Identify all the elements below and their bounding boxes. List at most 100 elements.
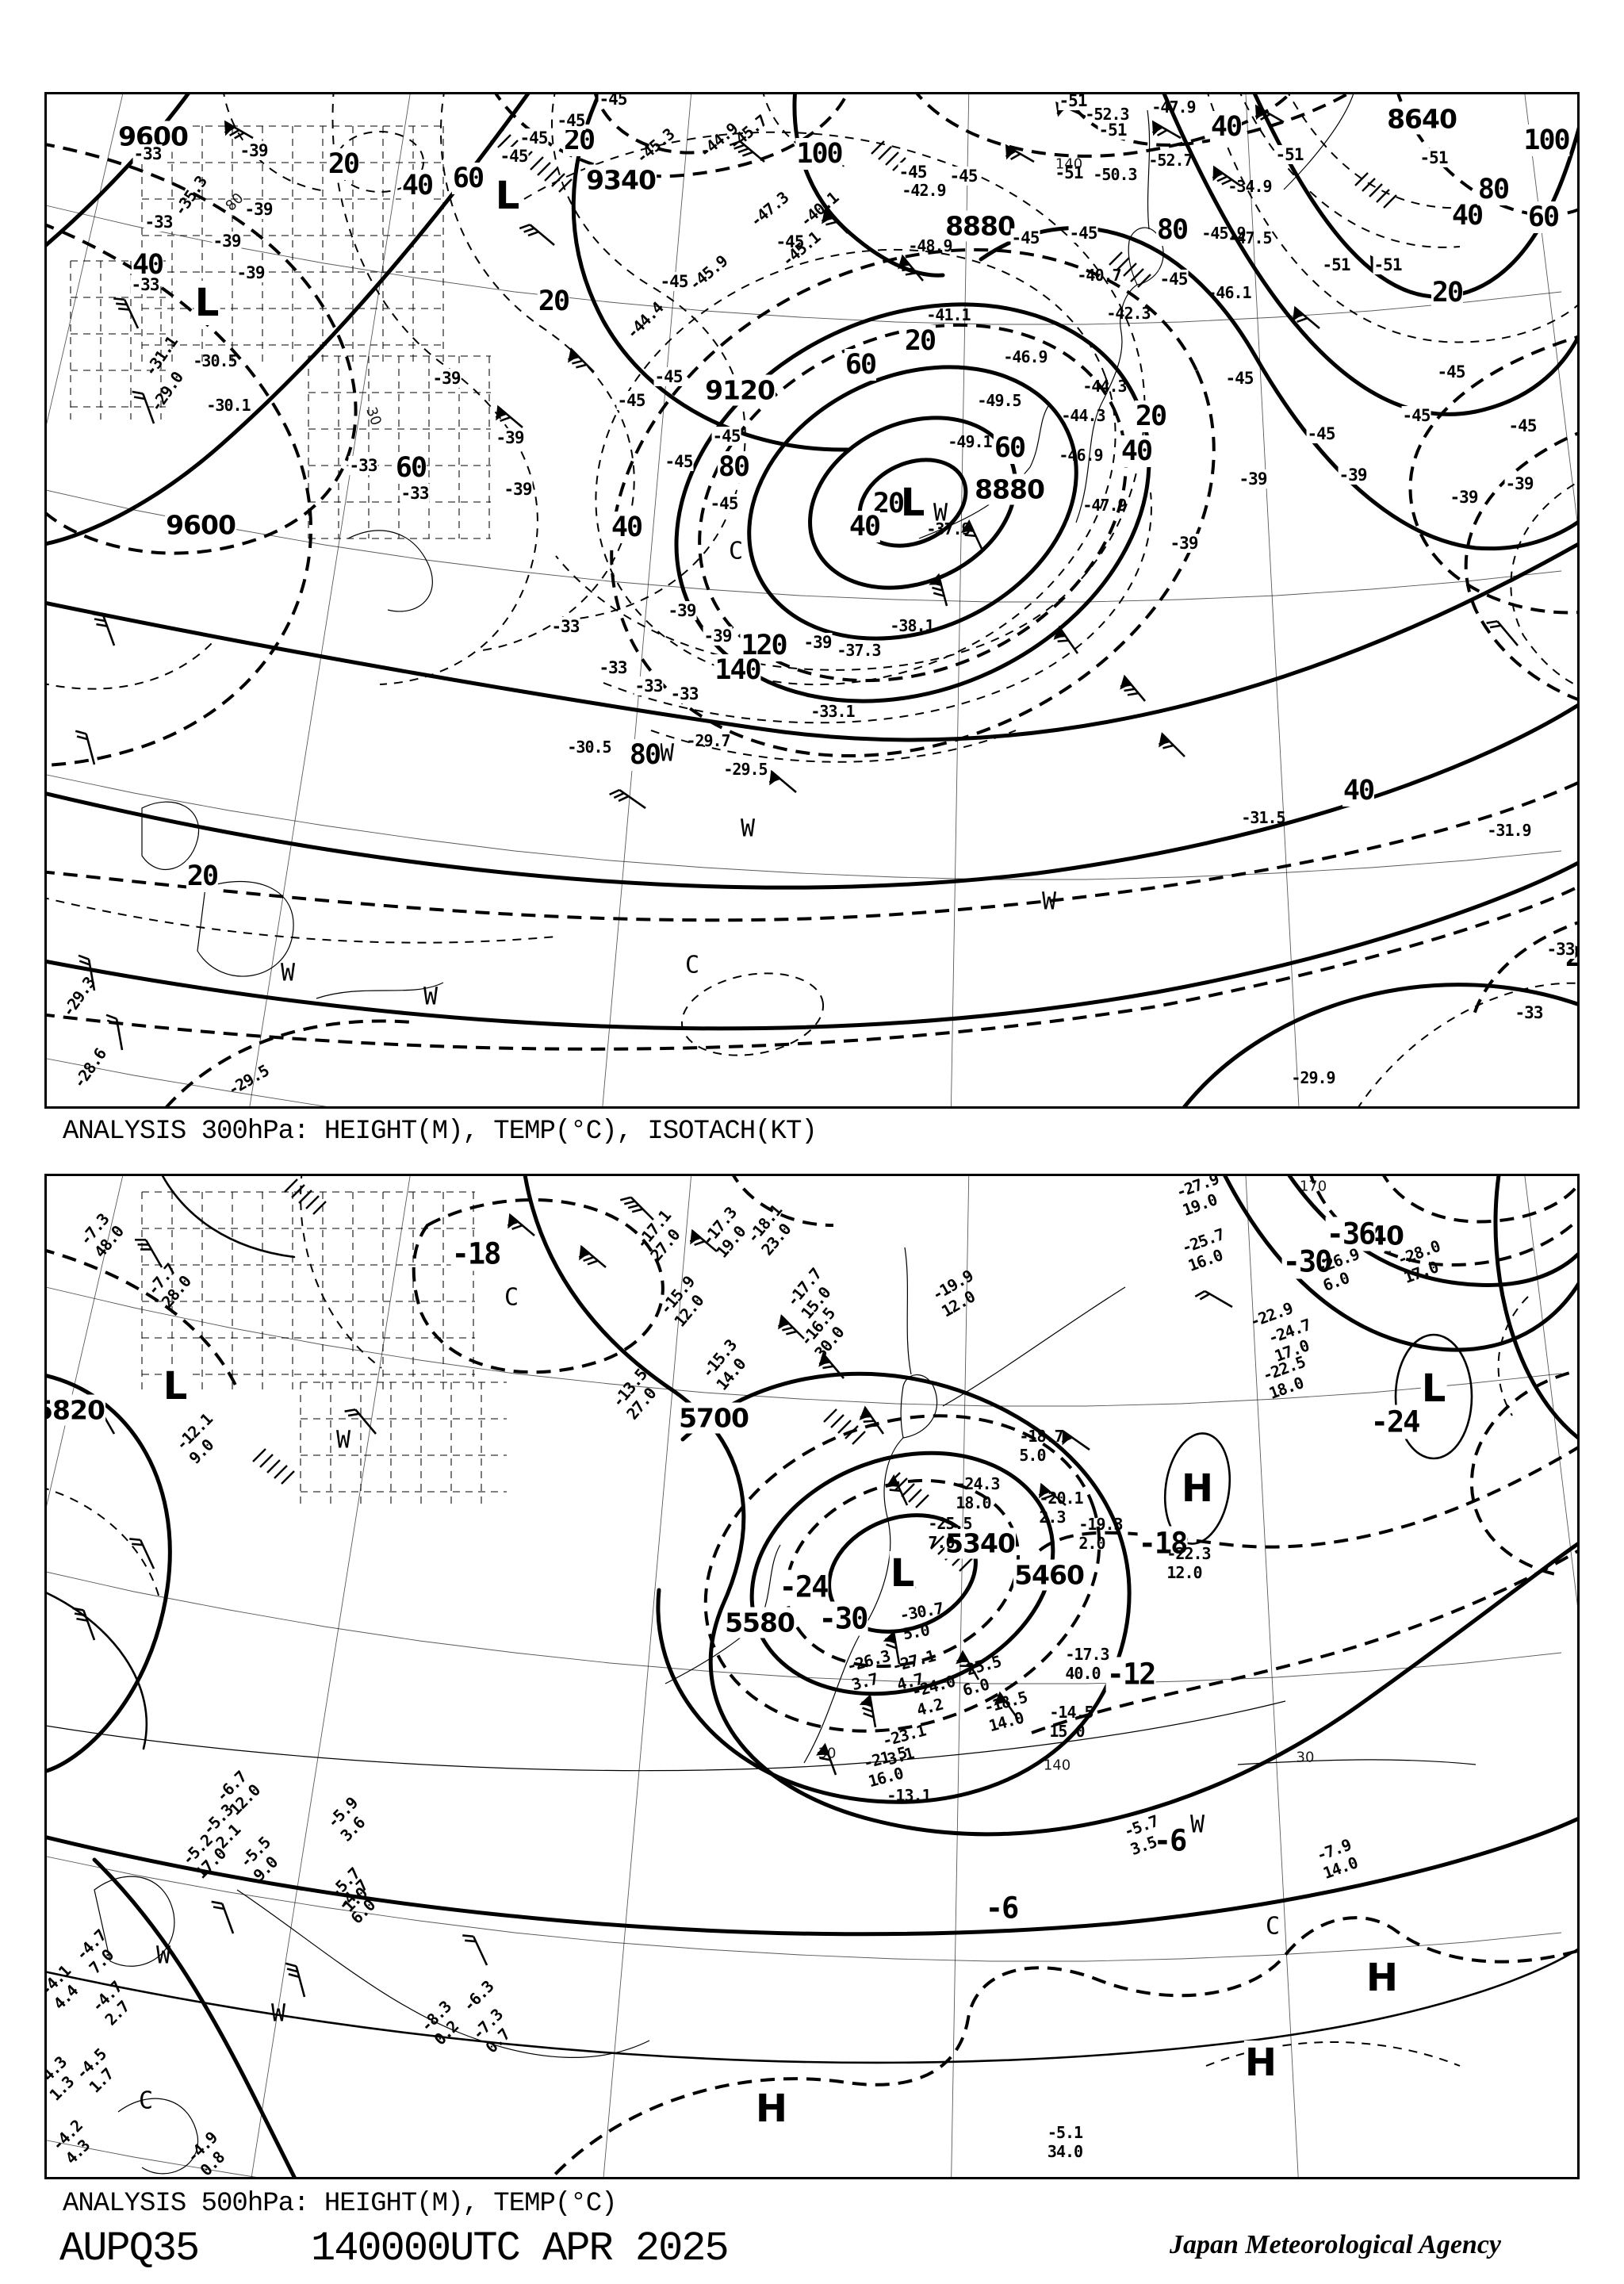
isotherm-contour [1309,1176,1577,1267]
hatch-region [141,1191,507,1509]
trend-letter: W [740,814,756,843]
pressure-center-letter: H [1243,2041,1278,2085]
isotherm-contour [1038,1446,1577,1552]
coastline [1283,94,1354,190]
isotach-label: 60 [993,432,1026,464]
isotach-label: 60 [1526,201,1560,233]
dashed-contour [1205,2041,1461,2067]
height-contour-label: 5580 [724,1607,795,1638]
analysis-panel-500hpa: 582057005580546053405340LLLHHHHWWWWCCC-1… [44,1174,1580,2179]
trend-letter: W [155,1941,171,1970]
station-value: -37.9 [926,519,971,538]
trend-letter: C [1265,1912,1281,1941]
coastline [347,530,433,612]
height-contour-label: 5700 [678,1402,749,1434]
height-contour-label: 8640 [1386,103,1457,135]
wind-barb-icon [609,788,646,810]
wind-barb-icon [768,769,797,793]
isotherm-label: -45 [598,94,628,109]
height-contour [47,542,1577,742]
height-contour-label: 5460 [1013,1559,1085,1591]
closed-contour [1163,1432,1231,1545]
graticule-label: 30 [818,1745,837,1762]
isotach-label: 20 [537,286,570,317]
station-value: -49.5 [977,391,1021,410]
wind-barb-icon [495,404,523,428]
station-value: -40.7 [1077,266,1121,285]
isotherm-contour [1408,335,1577,615]
wind-barb-icon [72,1607,96,1641]
graticule-label: 140 [1055,155,1083,173]
isotherm-label: -33 [634,676,664,696]
wind-barb-icon [113,297,140,329]
isotherm-contour [1064,94,1350,147]
wind-barb-icon [1159,732,1185,757]
isotherm-label: -51 [1321,255,1351,274]
station-value: -37.3 [837,641,881,660]
trend-letter: W [1041,887,1057,916]
isotach-label: 20 [903,325,936,357]
isotherm-label: -33 [669,684,699,703]
coastline [141,801,200,870]
isotach-label: 20 [186,860,219,892]
isotherm-label: -45 [1306,424,1336,443]
isotherm-label: -45 [653,367,684,386]
height-contour [1493,1176,1577,1440]
wind-barb-icon [1061,1429,1090,1451]
coastline [1075,284,1138,523]
station-value: -38.1 [890,616,934,635]
isotherm-label: -39 [243,200,274,219]
isotach-contour [1288,94,1477,209]
closed-contour [747,365,1078,641]
isotach-contour [1510,481,1577,687]
isotherm-label: -12 [1105,1657,1156,1692]
wind-barb-icon [1005,144,1035,163]
isotherm-label: -45 [616,391,646,410]
station-value: -30.1 [206,396,251,415]
wind-barb-icon [1038,1482,1067,1506]
chart-id: AUPQ35 [59,2225,200,2272]
wind-barb-icon [135,1238,163,1268]
dashed-contour [47,1488,160,1599]
isotherm-label: -39 [1504,474,1534,493]
isotach-label: 60 [844,349,877,381]
isotach-label: 60 [451,163,485,194]
isotherm-label: -51 [1373,255,1403,274]
isotach-label: 140 [714,654,762,686]
valid-time: 140000UTC APR 2025 [311,2225,730,2272]
isotherm-label: -45 [1507,416,1538,435]
isotherm-label: -33 [1545,940,1576,959]
closed-contour [610,247,1216,758]
station-value: -42.3 [1106,304,1151,323]
station-value: -41.1 [926,305,971,324]
isotherm-label: -45 [1436,362,1466,381]
closed-contour [1394,1333,1473,1460]
isotherm-label: -39 [1169,534,1199,553]
height-contour-label: 9120 [704,374,776,406]
isotherm-label: -45 [711,427,741,446]
isotherm-contour [1396,94,1577,217]
isotherm-label: -45 [898,163,928,182]
isotherm-label: -33 [1514,1003,1544,1022]
station-value: -46.1 [1207,283,1251,302]
pressure-center-letter: L [162,1364,189,1408]
graticule [47,1176,1577,2177]
jet-hatch-ticks [252,1178,973,1572]
isotherm-label: -30 [1281,1244,1332,1279]
station-value: -5.1 34.0 [1047,2123,1083,2161]
wind-barb-icon [92,612,116,646]
station-value: -48.9 [908,236,952,255]
station-value: -44.3 [1082,377,1127,396]
wind-barb-icon [462,1934,488,1966]
contours [47,94,1577,1106]
coastline [1147,109,1151,230]
station-value: -33.1 [810,702,855,721]
station-value: -50.3 [1093,165,1137,184]
isotherm-contour [1382,1176,1577,1224]
station-value: -30.5 [567,738,611,757]
isotherm-label: -51 [1274,145,1304,164]
isotherm-label: -24 [778,1569,829,1604]
isotherm-label: -45 [1401,406,1431,425]
isotherm-label: -39 [212,232,242,251]
wind-barb-icon [578,1244,607,1268]
